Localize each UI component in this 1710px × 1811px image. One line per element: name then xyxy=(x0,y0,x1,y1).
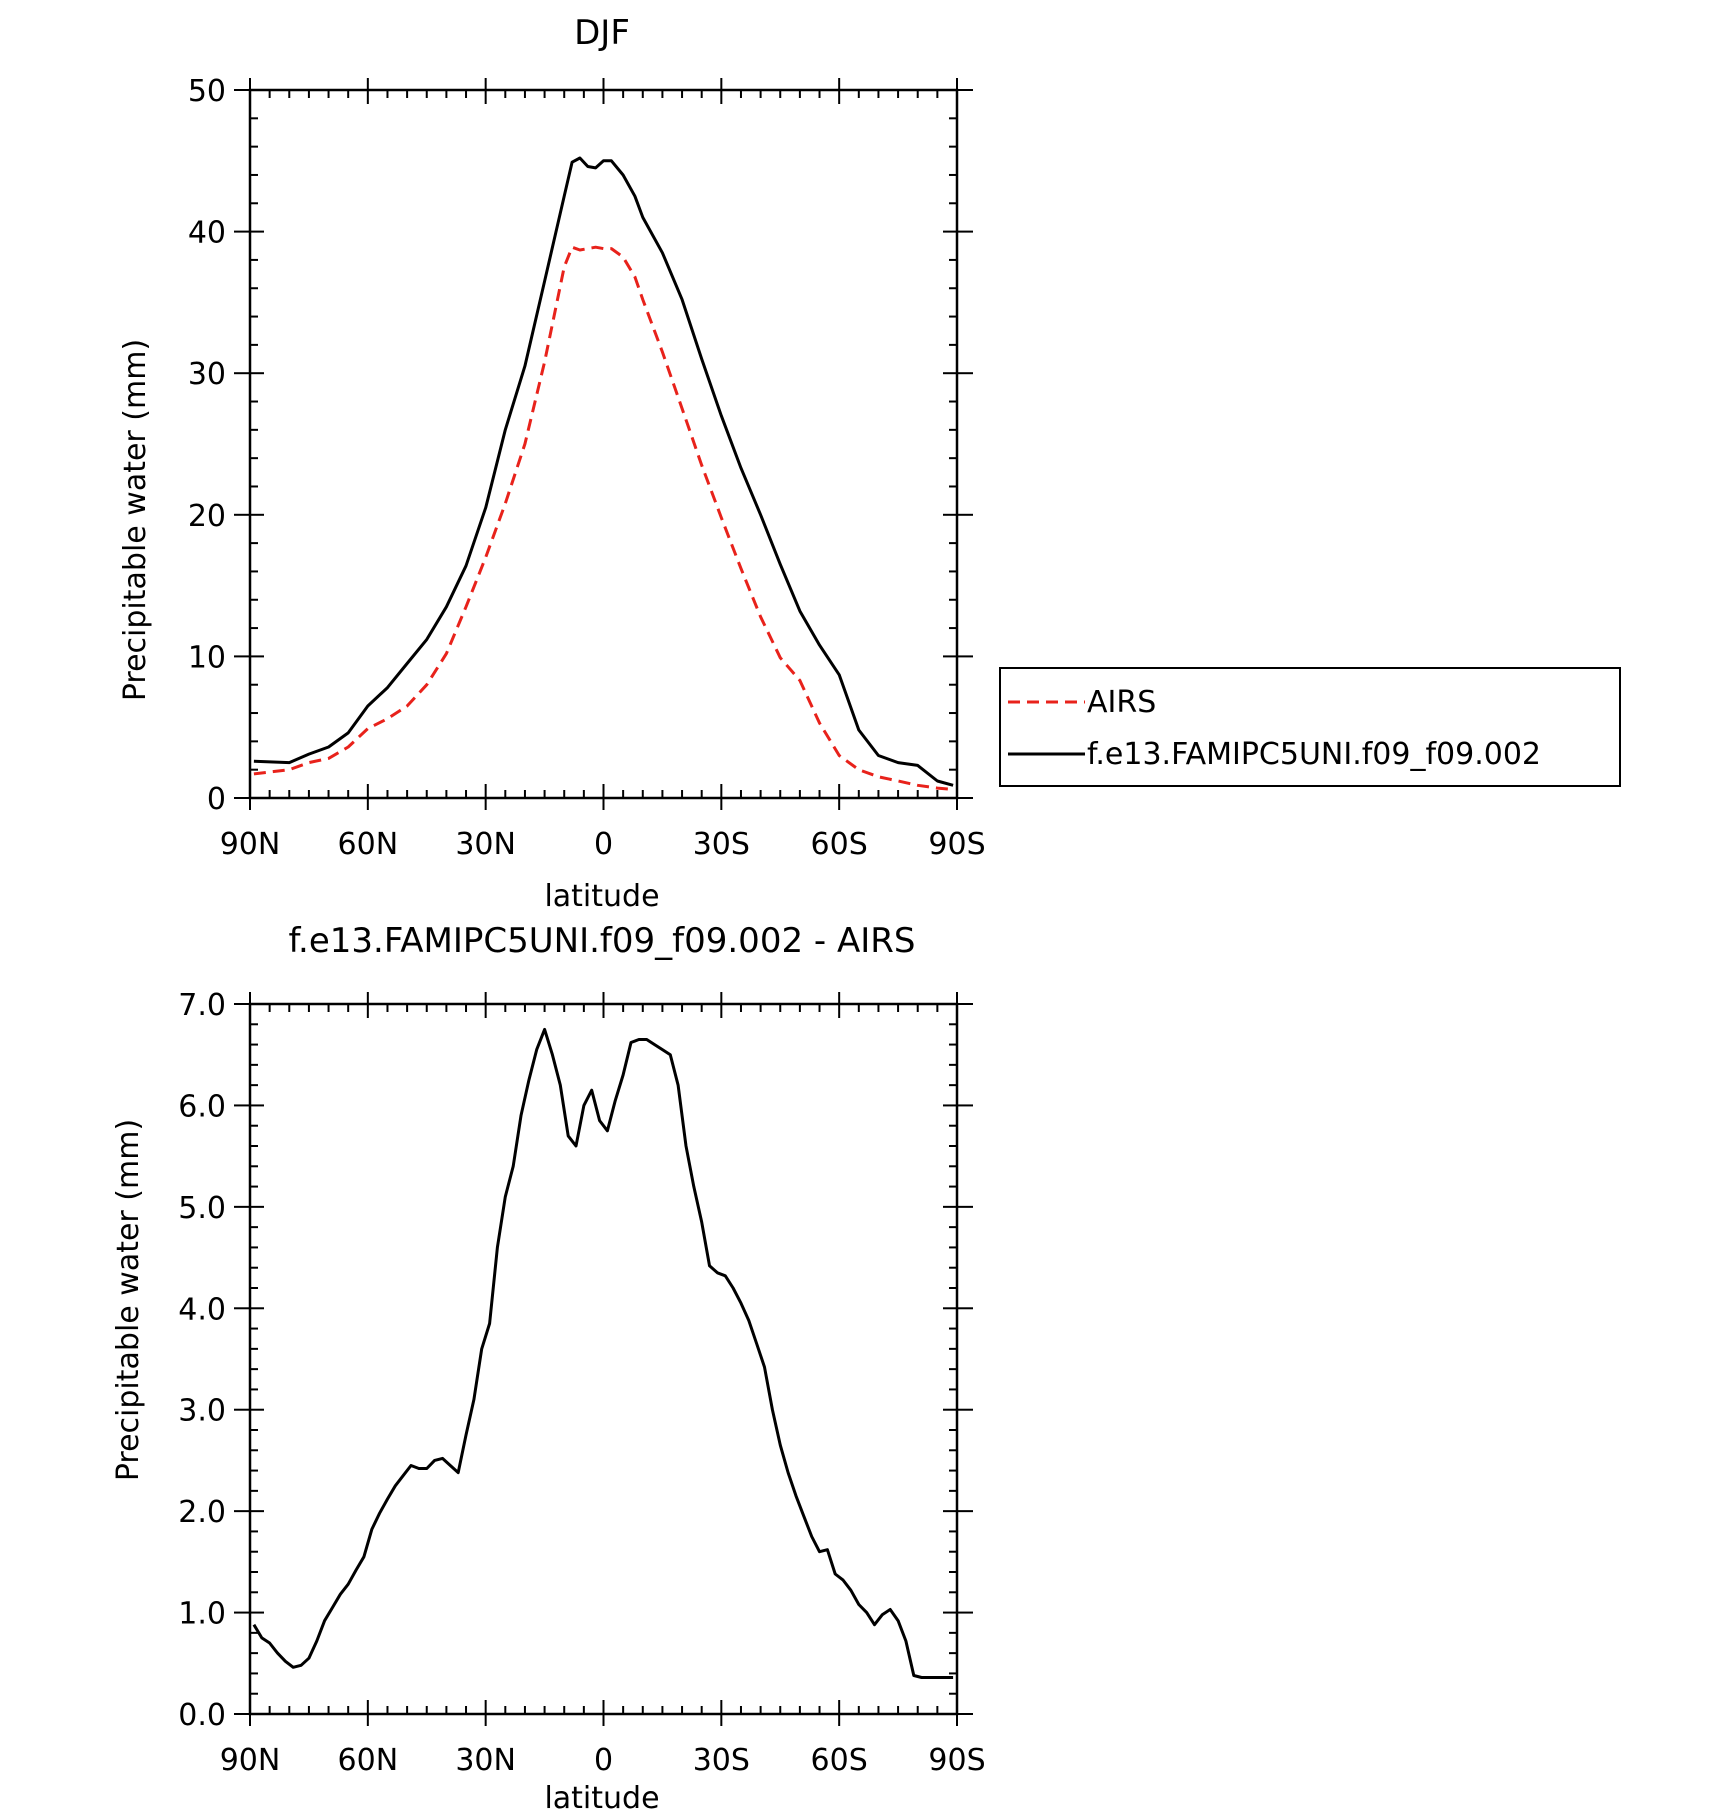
y-tick-label: 40 xyxy=(188,216,226,251)
chart-title: f.e13.FAMIPC5UNI.f09_f09.002 - AIRS xyxy=(289,921,916,961)
panel-djf: DJF latitude Precipitable water (mm) 90N… xyxy=(118,13,986,914)
y-axis-label: Precipitable water (mm) xyxy=(111,1119,146,1481)
x-tick-label: 60S xyxy=(811,1743,868,1778)
x-tick-label: 30S xyxy=(693,1743,750,1778)
y-axis-label: Precipitable water (mm) xyxy=(118,339,153,701)
x-axis-label: latitude xyxy=(544,1781,659,1811)
x-tick-label: 90N xyxy=(220,827,281,862)
y-tick-label: 20 xyxy=(188,499,226,534)
legend: AIRS f.e13.FAMIPC5UNI.f09_f09.002 xyxy=(999,667,1621,787)
x-tick-label: 60N xyxy=(338,1743,399,1778)
x-tick-label: 60N xyxy=(338,827,399,862)
x-tick-label: 30N xyxy=(455,1743,516,1778)
x-tick-label: 90S xyxy=(928,1743,985,1778)
y-tick-label: 0 xyxy=(207,782,226,817)
y-tick-label: 2.0 xyxy=(178,1495,226,1530)
y-tick-label: 3.0 xyxy=(178,1394,226,1429)
x-axis-label: latitude xyxy=(544,879,659,914)
panel-difference: f.e13.FAMIPC5UNI.f09_f09.002 - AIRS lati… xyxy=(111,921,986,1811)
y-tick-label: 6.0 xyxy=(178,1089,226,1124)
y-tick-label: 10 xyxy=(188,640,226,675)
legend-label-airs: AIRS xyxy=(1087,685,1156,720)
x-tick-label: 60S xyxy=(811,827,868,862)
x-tick-label: 30N xyxy=(455,827,516,862)
x-tick-label: 30S xyxy=(693,827,750,862)
series-line-1 xyxy=(253,156,954,787)
x-tick-label: 90S xyxy=(928,827,985,862)
x-tick-label: 0 xyxy=(594,1743,613,1778)
y-tick-label: 50 xyxy=(188,74,226,109)
x-tick-label: 90N xyxy=(220,1743,281,1778)
plot-frame xyxy=(248,88,959,800)
legend-label-model: f.e13.FAMIPC5UNI.f09_f09.002 xyxy=(1087,737,1541,772)
y-tick-label: 7.0 xyxy=(178,988,226,1023)
y-tick-label: 30 xyxy=(188,357,226,392)
legend-box xyxy=(999,667,1621,787)
chart-title: DJF xyxy=(574,13,630,53)
x-tick-label: 0 xyxy=(594,827,613,862)
series-line-0 xyxy=(252,1027,954,1679)
y-tick-label: 1.0 xyxy=(178,1597,226,1632)
series-line-0 xyxy=(253,245,954,791)
plot-frame xyxy=(248,1002,959,1716)
y-tick-label: 0.0 xyxy=(178,1698,226,1733)
y-tick-label: 5.0 xyxy=(178,1191,226,1226)
y-tick-label: 4.0 xyxy=(178,1292,226,1327)
